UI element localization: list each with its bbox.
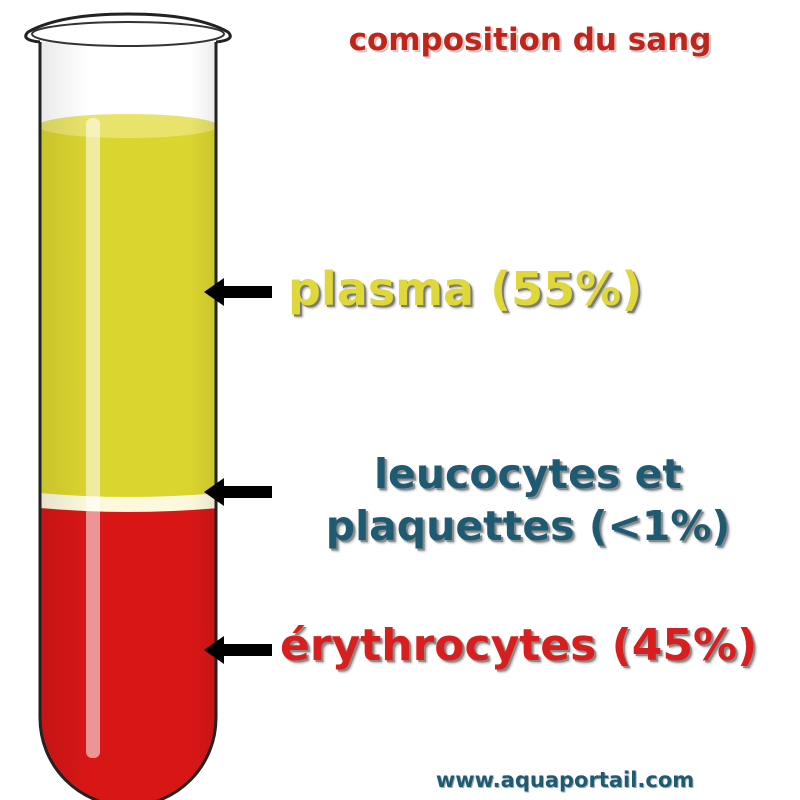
arrow-left-icon: [204, 636, 272, 664]
tube-outline: [38, 42, 218, 800]
arrow-left-icon: [204, 478, 272, 506]
leucocytes-label-line2: plaquettes (<1%): [325, 502, 731, 550]
plasma-label: plasma (55%): [288, 262, 643, 316]
website-footer: www.aquaportail.com: [435, 768, 695, 792]
arrow-left-icon: [204, 278, 272, 306]
tube-rim: [24, 12, 232, 44]
leucocytes-label: leucocytes et plaquettes (<1%): [268, 448, 788, 552]
leucocytes-label-line1: leucocytes et: [373, 450, 683, 498]
erythrocytes-label: érythrocytes (45%): [280, 620, 758, 671]
diagram-title: composition du sang: [348, 22, 712, 58]
